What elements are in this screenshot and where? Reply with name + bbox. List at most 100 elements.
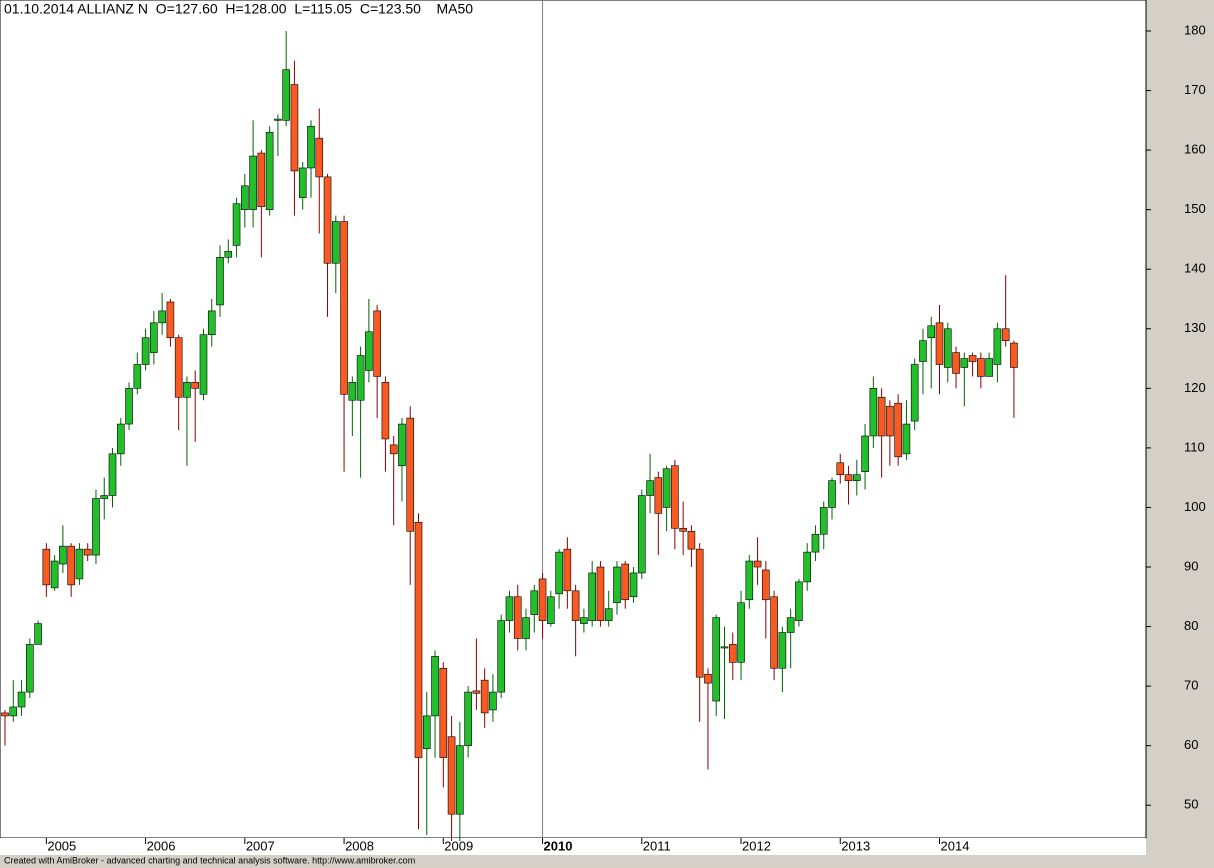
candle-body <box>158 310 166 324</box>
candle-body <box>547 596 555 624</box>
candle-body <box>993 328 1002 365</box>
candle-body <box>679 527 687 532</box>
candle-body <box>497 620 506 693</box>
candle-body <box>307 125 315 169</box>
candle-body <box>422 715 431 749</box>
y-tick-label: 140 <box>1184 261 1206 276</box>
candle-body <box>902 423 911 455</box>
candle-body <box>199 334 208 395</box>
candle-body <box>389 444 398 455</box>
candle-body <box>183 382 191 398</box>
candle-body <box>331 221 340 264</box>
candle-body <box>704 673 712 684</box>
candle-body <box>737 602 745 663</box>
candle-body <box>141 337 150 365</box>
candle-body <box>116 423 125 455</box>
candle-body <box>580 617 588 624</box>
candle-body <box>100 495 109 499</box>
candle-body <box>588 572 596 621</box>
x-tick-label: 2008 <box>345 838 374 853</box>
candle-body <box>298 167 307 199</box>
candle-body <box>257 152 266 207</box>
candle-body <box>927 325 936 339</box>
y-tick-label: 130 <box>1184 320 1206 335</box>
candle-body <box>373 310 381 377</box>
candle-body <box>977 358 985 377</box>
candle-body <box>836 462 845 475</box>
footer: Created with AmiBroker - advanced charti… <box>4 855 415 865</box>
candle-body <box>224 251 233 258</box>
y-tick-label: 170 <box>1184 82 1206 97</box>
candle-body <box>828 480 836 508</box>
candle-body <box>530 590 539 615</box>
candle-body <box>613 566 621 604</box>
candle-body <box>745 560 754 601</box>
candle-body <box>67 545 75 586</box>
x-axis-strip <box>0 838 1146 855</box>
candle-body <box>191 382 200 389</box>
candle-body <box>877 396 886 437</box>
candle-body <box>174 337 183 398</box>
candle-body <box>290 84 299 172</box>
y-tick-label: 110 <box>1184 439 1205 454</box>
candle-body <box>637 495 646 574</box>
candle-body <box>480 679 489 714</box>
candle-body <box>265 131 274 210</box>
candle-body <box>92 498 100 556</box>
candle-body <box>770 596 778 669</box>
candle-body <box>83 548 92 556</box>
y-tick-label: 120 <box>1184 380 1206 395</box>
candle-body <box>439 667 448 758</box>
candle-body <box>803 551 811 583</box>
candle-body <box>538 578 547 621</box>
candle-body <box>844 474 853 481</box>
candle-body <box>414 522 423 758</box>
candle-body <box>1 712 9 717</box>
candle-body <box>464 691 472 746</box>
candle-body <box>571 590 580 621</box>
candle-body <box>919 340 927 362</box>
x-tick-label: 2007 <box>246 838 275 853</box>
x-tick-label: 2006 <box>147 838 176 853</box>
candle-body <box>398 423 406 467</box>
candle-body <box>472 690 481 694</box>
candle-body <box>17 691 26 708</box>
y-tick-label: 70 <box>1184 678 1198 693</box>
candle-body <box>762 569 770 601</box>
candle-body <box>34 623 42 645</box>
y-tick-label: 90 <box>1184 558 1198 573</box>
candle-body <box>786 617 795 633</box>
candle-body <box>869 388 878 437</box>
x-tick-label: 2014 <box>941 838 970 853</box>
candle-body <box>125 388 133 425</box>
candle-body <box>489 691 497 711</box>
candle-body <box>728 644 737 663</box>
y-tick-label: 100 <box>1184 499 1206 514</box>
candle-body <box>555 551 563 595</box>
y-tick-label: 160 <box>1184 142 1206 157</box>
candle-body <box>323 176 332 264</box>
candle-body <box>505 596 514 621</box>
candle-body <box>340 221 348 395</box>
x-tick-label: 2005 <box>47 838 76 853</box>
x-tick-label: 2011 <box>643 838 671 853</box>
candle-body <box>348 382 357 401</box>
candle-body <box>365 331 373 371</box>
candle-body <box>886 405 894 437</box>
candle-body <box>456 745 464 815</box>
candle-body <box>241 185 249 210</box>
x-tick-label: 2012 <box>742 838 771 853</box>
candle-body <box>563 548 572 592</box>
candle-body <box>431 656 439 717</box>
candle-body <box>778 632 787 669</box>
candle-body <box>381 382 390 440</box>
candle-body <box>753 560 762 568</box>
candle-body <box>1010 342 1018 368</box>
candle-body <box>654 477 663 514</box>
candle-body <box>513 596 522 639</box>
candle-body <box>133 364 142 389</box>
candle-body <box>522 617 530 639</box>
candle-body <box>596 566 605 621</box>
candle-body <box>687 530 696 550</box>
